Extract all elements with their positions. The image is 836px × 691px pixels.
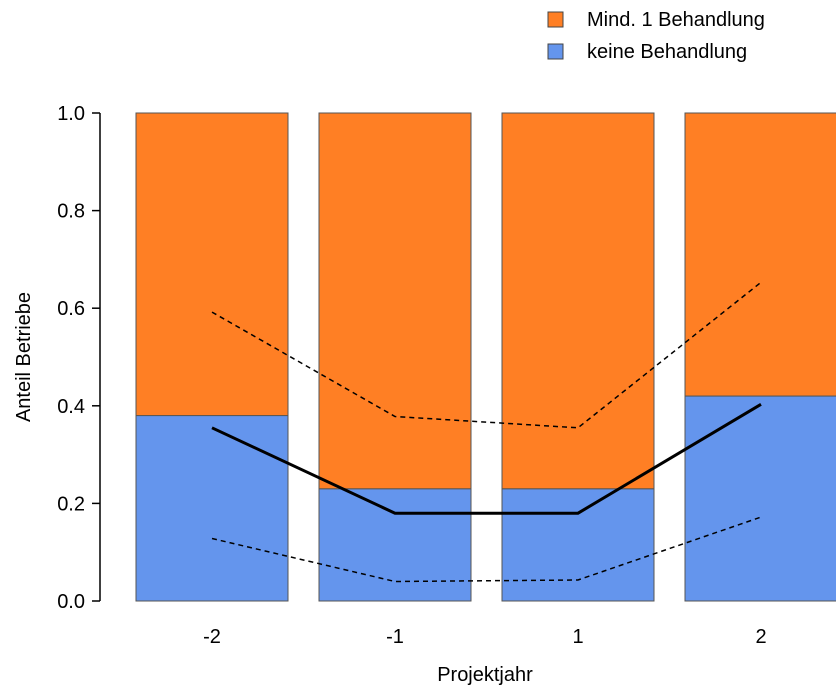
mean-line [211,403,762,515]
y-axis-title: Anteil Betriebe [13,292,35,422]
x-tick-label: 1 [572,626,583,648]
legend: Mind. 1 Behandlung keine Behandlung [547,9,765,63]
x-tick-label: -1 [386,626,404,648]
bar-mind-1-behandlung-minus1 [318,112,472,490]
y-tick-label: 1.0 [57,103,85,125]
lines-layer [211,281,762,583]
legend-label-mind-1-behandlung: Mind. 1 Behandlung [587,9,765,31]
x-tick-label: -2 [203,626,221,648]
dashed-line-1 [211,281,762,429]
y-tick-label: 0.8 [57,201,85,223]
bars-layer [135,112,836,602]
bar-keine-behandlung-2 [684,395,836,602]
y-tick-label: 0.2 [57,493,85,515]
legend-label-keine-behandlung: keine Behandlung [587,41,747,63]
x-axis-title: Projektjahr [437,664,533,686]
bar-keine-behandlung-minus2 [135,415,289,602]
bar-mind-1-behandlung-2 [684,112,836,397]
x-axis: -2 -1 1 2 [203,626,766,648]
y-tick-label: 0.0 [57,591,85,613]
y-axis: 0.0 0.2 0.4 0.6 0.8 1.0 [57,103,101,613]
y-tick-label: 0.4 [57,396,85,418]
bar-keine-behandlung-1 [501,488,655,602]
legend-swatch-keine-behandlung [547,43,564,60]
dashed-line-2 [211,516,762,583]
y-tick-label: 0.6 [57,298,85,320]
legend-swatch-mind-1-behandlung [547,11,564,28]
bar-keine-behandlung-minus1 [318,488,472,602]
bar-mind-1-behandlung-minus2 [135,112,289,417]
x-tick-label: 2 [755,626,766,648]
bar-mind-1-behandlung-1 [501,112,655,490]
